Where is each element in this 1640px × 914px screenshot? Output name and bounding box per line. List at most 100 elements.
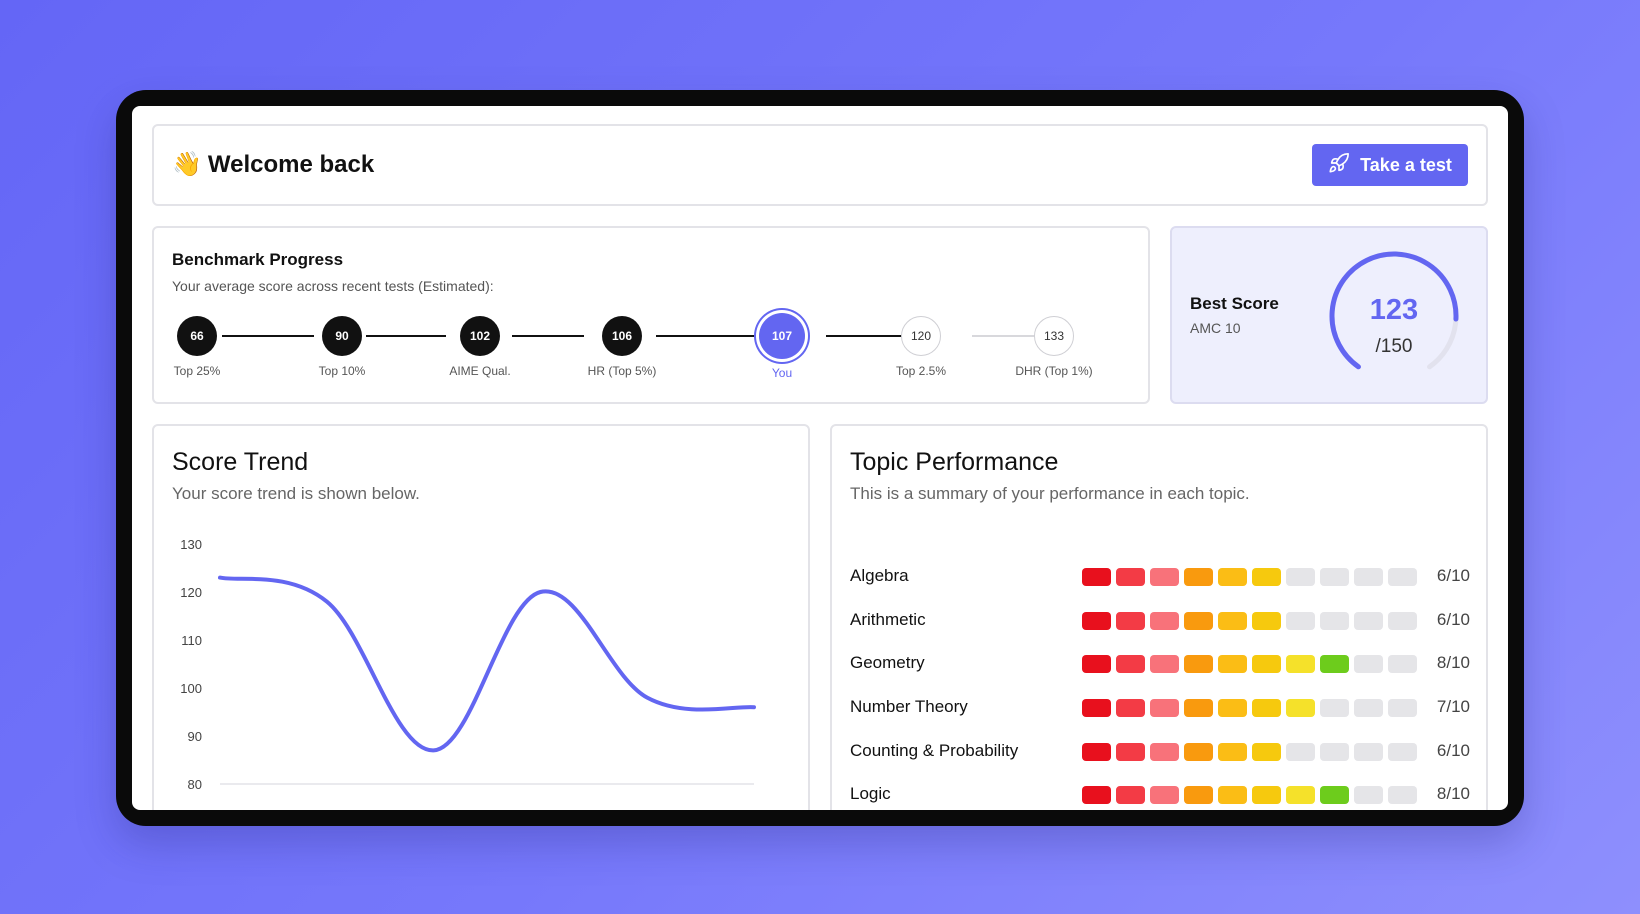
topic-list: Algebra 6/10 Arithmetic 6/10 Geometry 8/10 Num… xyxy=(850,566,1470,810)
score-segment-empty xyxy=(1354,699,1383,718)
topic-row: Arithmetic 6/10 xyxy=(850,610,1470,654)
score-segment-filled xyxy=(1150,655,1179,674)
topic-score-bar xyxy=(1082,699,1417,718)
score-trend-title: Score Trend xyxy=(172,448,309,476)
gauge-fill xyxy=(1329,251,1459,370)
topic-row: Counting & Probability 6/10 xyxy=(850,741,1470,785)
milestone-node: 106 xyxy=(602,316,642,356)
score-segment-empty xyxy=(1354,611,1383,630)
topic-score: 6/10 xyxy=(1436,609,1470,629)
y-tick-label: 130 xyxy=(180,537,202,552)
milestone-node-upcoming: 120 xyxy=(901,316,941,356)
score-segment-empty xyxy=(1388,655,1417,674)
y-tick-label: 100 xyxy=(180,681,202,696)
score-trend-subtitle: Your score trend is shown below. xyxy=(172,484,420,503)
y-tick-label: 80 xyxy=(188,777,202,792)
score-segment-empty xyxy=(1286,568,1315,586)
score-segment-filled xyxy=(1082,655,1111,674)
best-score-max: /150 xyxy=(1375,336,1413,357)
topic-row: Algebra 6/10 xyxy=(850,566,1470,610)
track-connector xyxy=(222,335,314,337)
score-segment-filled xyxy=(1218,699,1247,718)
best-score-subtitle: AMC 10 xyxy=(1190,320,1241,336)
milestone-node: 102 xyxy=(460,316,500,356)
topic-performance-subtitle: This is a summary of your performance in… xyxy=(850,484,1250,503)
score-segment-filled xyxy=(1150,786,1179,805)
topic-score-bar xyxy=(1082,568,1417,586)
score-segment-filled xyxy=(1116,742,1145,761)
milestone-node-upcoming: 133 xyxy=(1034,316,1074,356)
score-segment-filled xyxy=(1082,742,1111,761)
current-score-label: You xyxy=(771,366,793,380)
score-trend-line xyxy=(218,575,756,753)
topic-name: Counting & Probability xyxy=(850,740,1019,760)
milestone-label: AIME Qual. xyxy=(449,364,511,378)
score-segment-filled xyxy=(1116,699,1145,718)
topic-score: 8/10 xyxy=(1436,653,1470,673)
score-segment-filled xyxy=(1184,655,1213,674)
benchmark-title: Benchmark Progress xyxy=(172,250,344,269)
score-segment-filled xyxy=(1150,742,1179,761)
score-segment-filled xyxy=(1184,699,1213,718)
topic-score: 6/10 xyxy=(1436,740,1470,760)
best-score-value: 123 xyxy=(1369,294,1419,326)
score-trend-chart: 130 120 110 100 90 80 xyxy=(180,537,756,792)
topic-name: Algebra xyxy=(850,566,909,585)
score-segment-filled xyxy=(1286,655,1315,674)
score-trend-card: Score Trend Your score trend is shown be… xyxy=(152,424,810,810)
milestone-label: Top 2.5% xyxy=(895,364,947,378)
score-segment-empty xyxy=(1320,742,1349,761)
benchmark-progress-card: Benchmark Progress Your average score ac… xyxy=(152,226,1150,404)
score-segment-empty xyxy=(1388,611,1417,630)
score-segment-filled xyxy=(1252,568,1281,586)
topic-name: Arithmetic xyxy=(850,609,926,629)
topic-score: 6/10 xyxy=(1436,566,1470,585)
topic-name: Logic xyxy=(850,784,891,804)
score-segment-filled xyxy=(1116,611,1145,630)
topic-name: Number Theory xyxy=(850,697,968,717)
welcome-text: Welcome back xyxy=(207,150,375,178)
score-segment-filled xyxy=(1320,655,1349,674)
score-segment-filled xyxy=(1150,699,1179,718)
current-score-node: 107 xyxy=(759,313,805,359)
milestone-label: Top 25% xyxy=(173,364,221,378)
score-segment-filled xyxy=(1116,568,1145,586)
score-segment-filled xyxy=(1218,742,1247,761)
best-score-card: Best Score AMC 10 123 /150 xyxy=(1170,226,1488,404)
score-segment-filled xyxy=(1218,655,1247,674)
milestone-node: 90 xyxy=(322,316,362,356)
score-segment-filled xyxy=(1184,742,1213,761)
score-segment-empty xyxy=(1388,742,1417,761)
topic-row: Logic 8/10 xyxy=(850,784,1470,810)
score-segment-filled xyxy=(1252,655,1281,674)
score-segment-empty xyxy=(1354,742,1383,761)
take-test-button[interactable]: Take a test xyxy=(1312,144,1468,186)
best-score-title: Best Score xyxy=(1190,294,1279,313)
score-segment-empty xyxy=(1320,611,1349,630)
track-connector xyxy=(366,335,446,337)
milestone-label: Top 10% xyxy=(318,364,366,378)
score-segment-filled xyxy=(1116,655,1145,674)
score-segment-filled xyxy=(1116,786,1145,805)
score-segment-filled xyxy=(1320,786,1349,805)
topic-score: 8/10 xyxy=(1436,784,1470,804)
score-segment-filled xyxy=(1184,568,1213,586)
topic-row: Geometry 8/10 xyxy=(850,653,1470,697)
score-segment-empty xyxy=(1388,786,1417,805)
app-screen: 👋 Welcome back Take a test Benchmark Pro… xyxy=(132,106,1508,810)
score-segment-filled xyxy=(1150,568,1179,586)
score-segment-filled xyxy=(1286,786,1315,805)
score-segment-filled xyxy=(1286,699,1315,718)
score-segment-empty xyxy=(1320,699,1349,718)
milestone-label: DHR (Top 1%) xyxy=(1015,364,1093,378)
score-segment-filled xyxy=(1082,699,1111,718)
topic-score-bar xyxy=(1082,611,1417,630)
y-tick-label: 110 xyxy=(181,633,202,648)
topic-performance-title: Topic Performance xyxy=(850,448,1059,476)
track-connector xyxy=(512,335,584,337)
score-segment-filled xyxy=(1252,611,1281,630)
score-segment-filled xyxy=(1252,699,1281,718)
take-test-label: Take a test xyxy=(1360,154,1452,175)
track-connector xyxy=(826,335,916,337)
waving-hand-icon: 👋 xyxy=(172,151,202,178)
